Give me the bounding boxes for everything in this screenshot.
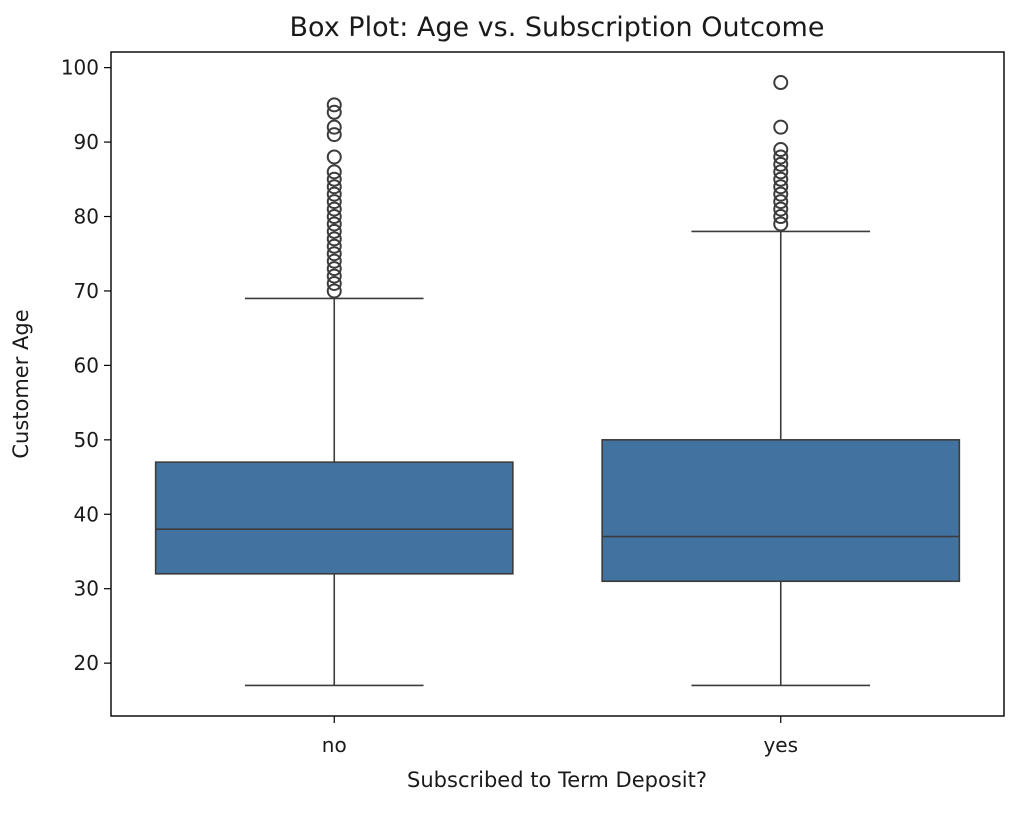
outlier-point [326, 119, 342, 135]
y-tick-label: 50 [74, 428, 99, 452]
chart-title: Box Plot: Age vs. Subscription Outcome [290, 12, 825, 43]
y-tick-label: 40 [74, 502, 99, 526]
outlier-point [773, 209, 789, 225]
outlier-point [326, 209, 342, 225]
iqr-box [154, 461, 514, 575]
outlier-point [773, 171, 789, 187]
outlier-point [773, 156, 789, 172]
outlier-point [326, 171, 342, 187]
outlier-point [326, 127, 342, 143]
outlier-point [326, 261, 342, 277]
outlier-point [326, 268, 342, 284]
box-group-no [154, 97, 514, 687]
outlier-point [773, 142, 789, 158]
y-axis: 20 30 40 50 60 70 80 90 100 [61, 56, 111, 675]
outlier-point [326, 231, 342, 247]
outlier-point [773, 179, 789, 195]
x-axis: no yes [322, 716, 798, 757]
y-tick-label: 70 [74, 279, 99, 303]
outlier-point [326, 104, 342, 120]
y-tick-label: 20 [74, 651, 99, 675]
outlier-point [326, 149, 342, 165]
x-tick-label: no [322, 733, 347, 757]
outlier-point [326, 283, 342, 299]
outlier-point [773, 194, 789, 210]
plot-area [154, 75, 961, 687]
outlier-point [326, 216, 342, 232]
outlier-point [326, 186, 342, 202]
outlier-point [773, 119, 789, 135]
y-tick-label: 90 [74, 130, 99, 154]
outlier-point [326, 164, 342, 180]
outlier-point [773, 149, 789, 165]
outlier-point [326, 276, 342, 292]
y-tick-label: 100 [61, 56, 99, 80]
outlier-point [773, 164, 789, 180]
plot-frame [110, 51, 1005, 717]
x-axis-label: Subscribed to Term Deposit? [407, 768, 707, 792]
outlier-point [326, 201, 342, 217]
outlier-point [326, 223, 342, 239]
outlier-point [773, 186, 789, 202]
iqr-box [601, 439, 961, 583]
outlier-point [773, 75, 789, 91]
x-tick-label: yes [763, 733, 798, 757]
box-group-yes [601, 75, 961, 687]
outlier-point [773, 216, 789, 232]
outlier-point [326, 179, 342, 195]
outlier-point [326, 97, 342, 113]
outlier-point [326, 253, 342, 269]
outlier-point [326, 238, 342, 254]
outlier-point [773, 201, 789, 217]
y-tick-label: 60 [74, 353, 99, 377]
y-tick-label: 80 [74, 205, 99, 229]
outlier-point [326, 246, 342, 262]
y-tick-label: 30 [74, 577, 99, 601]
outlier-point [326, 194, 342, 210]
y-axis-label: Customer Age [9, 309, 33, 458]
